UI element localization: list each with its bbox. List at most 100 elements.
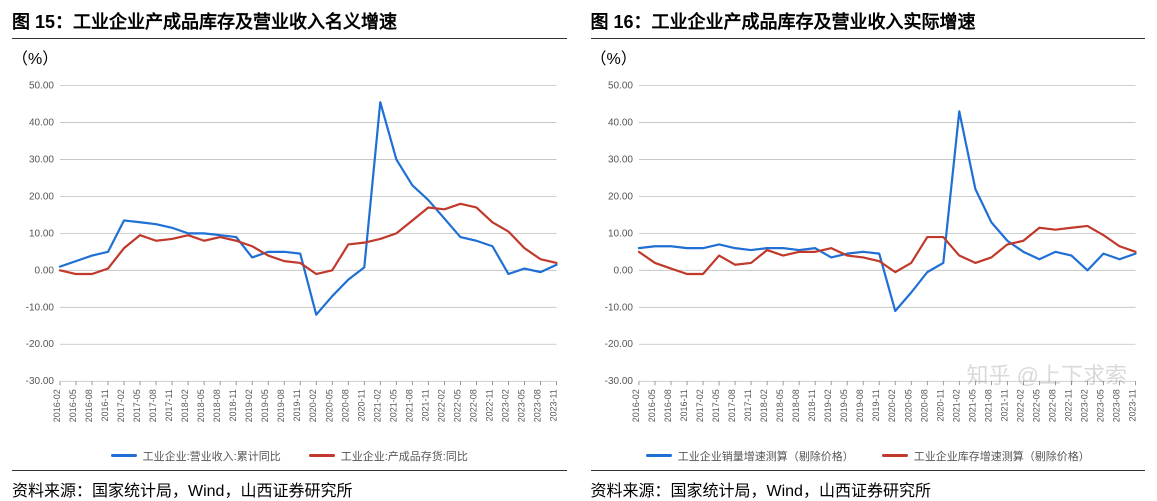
svg-text:2017-08: 2017-08 — [727, 389, 737, 422]
legend-item-inventory: 工业企业:产成品存货:同比 — [309, 448, 468, 464]
svg-text:2021-02: 2021-02 — [951, 389, 961, 422]
svg-text:2023-08: 2023-08 — [532, 389, 542, 422]
svg-text:2017-02: 2017-02 — [695, 389, 705, 422]
svg-text:2022-02: 2022-02 — [436, 389, 446, 422]
legend-label: 工业企业销量增速测算（剔除价格） — [678, 448, 854, 464]
svg-text:2019-11: 2019-11 — [292, 389, 302, 421]
svg-text:-20.00: -20.00 — [604, 339, 633, 350]
svg-text:2018-02: 2018-02 — [180, 389, 190, 422]
unit-label-right: （%） — [591, 45, 1146, 69]
svg-text:2020-11: 2020-11 — [356, 389, 366, 421]
svg-text:2016-02: 2016-02 — [52, 389, 62, 422]
line-chart-left: -30.00-20.00-10.000.0010.0020.0030.0040.… — [12, 75, 567, 442]
svg-text:2020-02: 2020-02 — [308, 389, 318, 422]
svg-text:2020-02: 2020-02 — [887, 389, 897, 422]
svg-text:2019-08: 2019-08 — [276, 389, 286, 422]
svg-text:2021-02: 2021-02 — [372, 389, 382, 422]
svg-text:40.00: 40.00 — [29, 117, 54, 128]
legend-item-revenue: 工业企业:营业收入:累计同比 — [111, 448, 281, 464]
chart-area-left: -30.00-20.00-10.000.0010.0020.0030.0040.… — [12, 75, 567, 442]
svg-text:2020-05: 2020-05 — [324, 389, 334, 422]
svg-text:-10.00: -10.00 — [26, 302, 55, 313]
svg-text:2021-11: 2021-11 — [420, 389, 430, 421]
svg-text:40.00: 40.00 — [607, 117, 632, 128]
svg-text:2016-11: 2016-11 — [100, 389, 110, 421]
legend-swatch-icon — [646, 454, 672, 457]
svg-text:2016-11: 2016-11 — [679, 389, 689, 421]
svg-text:2017-02: 2017-02 — [116, 389, 126, 422]
svg-text:-30.00: -30.00 — [26, 376, 55, 387]
legend-swatch-icon — [882, 454, 908, 457]
svg-text:2021-08: 2021-08 — [983, 389, 993, 422]
svg-text:2022-05: 2022-05 — [1031, 389, 1041, 422]
legend-right: 工业企业销量增速测算（剔除价格） 工业企业库存增速测算（剔除价格） — [591, 442, 1146, 470]
svg-text:2019-05: 2019-05 — [260, 389, 270, 422]
svg-text:2017-05: 2017-05 — [132, 389, 142, 422]
svg-text:2018-05: 2018-05 — [196, 389, 206, 422]
source-left: 资料来源：国家统计局，Wind，山西证券研究所 — [12, 470, 567, 501]
svg-text:2022-05: 2022-05 — [452, 389, 462, 422]
svg-text:2018-11: 2018-11 — [807, 389, 817, 421]
legend-left: 工业企业:营业收入:累计同比 工业企业:产成品存货:同比 — [12, 442, 567, 470]
svg-text:-10.00: -10.00 — [604, 302, 633, 313]
svg-text:2016-05: 2016-05 — [646, 389, 656, 422]
svg-text:2023-02: 2023-02 — [500, 389, 510, 422]
svg-text:-20.00: -20.00 — [26, 339, 55, 350]
svg-text:2023-05: 2023-05 — [516, 389, 526, 422]
legend-swatch-icon — [111, 454, 137, 457]
svg-text:2020-08: 2020-08 — [340, 389, 350, 422]
chart-area-right: -30.00 -20.00 -10.00 0.00 10.00 20.00 30.00 40.… — [591, 75, 1146, 442]
svg-text:2020-08: 2020-08 — [919, 389, 929, 422]
svg-text:2023-11: 2023-11 — [549, 389, 559, 421]
right-panel: 图 16：工业企业产成品库存及营业收入实际增速 （%） -30.00 -20.00… — [579, 0, 1157, 500]
svg-text:2016-08: 2016-08 — [662, 389, 672, 422]
svg-text:2018-02: 2018-02 — [759, 389, 769, 422]
svg-text:2018-08: 2018-08 — [212, 389, 222, 422]
svg-text:-30.00: -30.00 — [604, 376, 633, 387]
svg-text:10.00: 10.00 — [607, 228, 632, 239]
svg-text:2016-08: 2016-08 — [84, 389, 94, 422]
svg-text:2022-02: 2022-02 — [1015, 389, 1025, 422]
legend-swatch-icon — [309, 454, 335, 457]
unit-label-left: （%） — [12, 45, 567, 69]
legend-item-inventory-real: 工业企业库存增速测算（剔除价格） — [882, 448, 1090, 464]
svg-text:0.00: 0.00 — [613, 265, 633, 276]
legend-label: 工业企业:营业收入:累计同比 — [143, 448, 281, 464]
svg-text:2017-11: 2017-11 — [743, 389, 753, 421]
svg-text:2021-08: 2021-08 — [404, 389, 414, 422]
svg-text:2019-02: 2019-02 — [823, 389, 833, 422]
svg-text:2019-05: 2019-05 — [839, 389, 849, 422]
svg-text:2016-02: 2016-02 — [630, 389, 640, 422]
svg-text:2019-08: 2019-08 — [855, 389, 865, 422]
svg-text:2016-05: 2016-05 — [68, 389, 78, 422]
svg-text:2018-11: 2018-11 — [228, 389, 238, 421]
svg-text:2022-08: 2022-08 — [468, 389, 478, 422]
svg-text:2023-11: 2023-11 — [1127, 389, 1137, 421]
svg-text:30.00: 30.00 — [29, 154, 54, 165]
svg-text:2021-11: 2021-11 — [999, 389, 1009, 421]
svg-text:30.00: 30.00 — [607, 154, 632, 165]
svg-text:50.00: 50.00 — [607, 80, 632, 91]
svg-text:2022-08: 2022-08 — [1047, 389, 1057, 422]
svg-text:2020-11: 2020-11 — [935, 389, 945, 421]
legend-label: 工业企业库存增速测算（剔除价格） — [914, 448, 1090, 464]
source-right: 资料来源：国家统计局，Wind，山西证券研究所 — [591, 470, 1146, 501]
chart-title-right: 图 16：工业企业产成品库存及营业收入实际增速 — [591, 8, 1146, 39]
legend-item-sales-real: 工业企业销量增速测算（剔除价格） — [646, 448, 854, 464]
svg-text:20.00: 20.00 — [607, 191, 632, 202]
svg-text:2021-05: 2021-05 — [967, 389, 977, 422]
svg-text:2017-08: 2017-08 — [148, 389, 158, 422]
svg-text:0.00: 0.00 — [35, 265, 55, 276]
svg-text:2017-05: 2017-05 — [711, 389, 721, 422]
legend-label: 工业企业:产成品存货:同比 — [341, 448, 468, 464]
svg-text:2019-02: 2019-02 — [244, 389, 254, 422]
svg-text:2023-02: 2023-02 — [1079, 389, 1089, 422]
svg-text:2019-11: 2019-11 — [871, 389, 881, 421]
left-panel: 图 15：工业企业产成品库存及营业收入名义增速 （%） -30.00 -20.00… — [0, 0, 579, 500]
svg-text:2023-08: 2023-08 — [1111, 389, 1121, 422]
svg-text:2020-05: 2020-05 — [903, 389, 913, 422]
svg-text:2023-05: 2023-05 — [1095, 389, 1105, 422]
svg-text:2022-11: 2022-11 — [484, 389, 494, 421]
svg-text:20.00: 20.00 — [29, 191, 54, 202]
chart-title-left: 图 15：工业企业产成品库存及营业收入名义增速 — [12, 8, 567, 39]
